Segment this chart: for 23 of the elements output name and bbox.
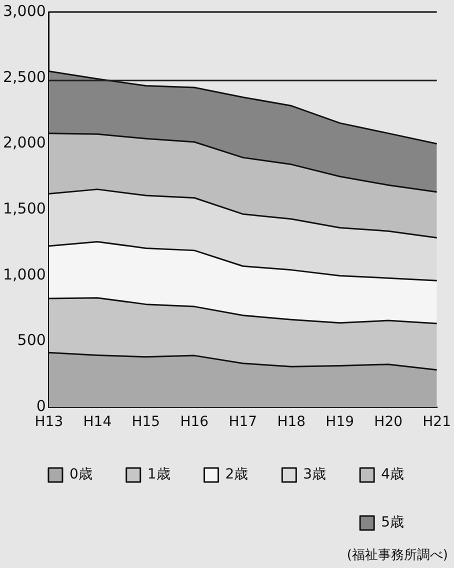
- y-tick-label: 0: [36, 397, 46, 416]
- text: (福祉事務所調べ): [346, 547, 448, 564]
- x-tick-label: H14: [83, 414, 112, 430]
- legend-label: 5歳: [381, 514, 404, 531]
- x-tick-label: H13: [34, 414, 64, 430]
- x-tick-label: H21: [422, 414, 451, 430]
- legend-label: 2歳: [225, 466, 248, 483]
- legend-label: 1歳: [147, 466, 170, 483]
- legend-label: 0歳: [69, 466, 92, 483]
- legend-label: 4歳: [381, 466, 404, 483]
- x-tick-label: H19: [326, 414, 354, 430]
- y-tick-label: 2,000: [2, 134, 46, 152]
- legend-label: 3歳: [303, 466, 326, 483]
- y-tick-label: 1,000: [2, 265, 46, 284]
- y-tick-label: 3,000: [2, 2, 46, 20]
- x-tick-label: H18: [277, 414, 306, 430]
- x-tick-label: H20: [374, 414, 403, 430]
- y-tick-label: 500: [17, 331, 46, 350]
- x-tick-label: H17: [228, 414, 258, 430]
- x-tick-label: H16: [180, 414, 209, 430]
- x-tick-label: H15: [132, 414, 160, 430]
- y-tick-label: 2,500: [2, 68, 46, 86]
- y-tick-label: 1,500: [2, 199, 46, 218]
